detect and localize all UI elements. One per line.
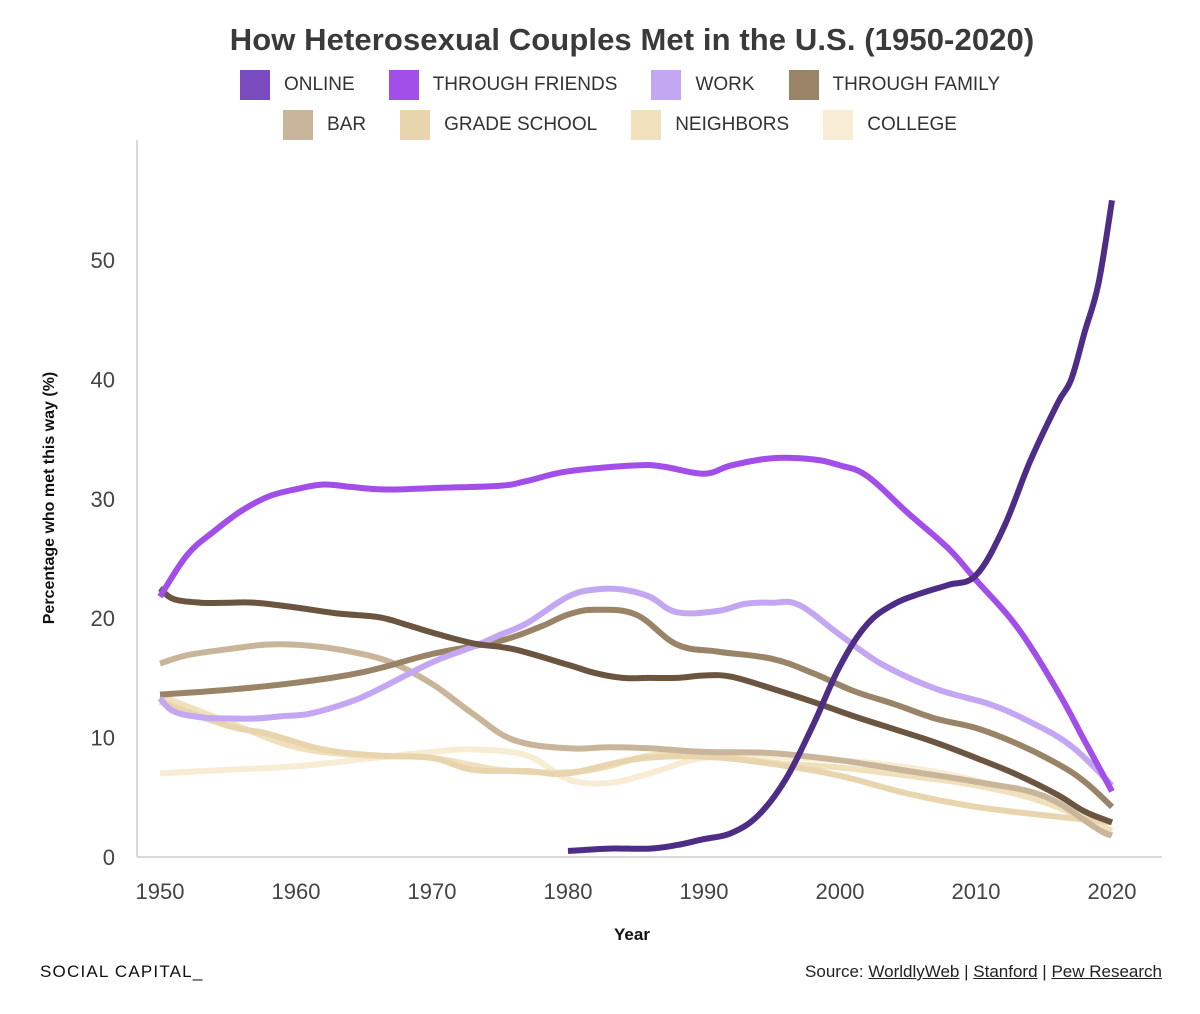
y-tick-label: 0 bbox=[103, 845, 115, 870]
x-tick-label: 1980 bbox=[544, 879, 593, 904]
source-link-stanford[interactable]: Stanford bbox=[973, 962, 1038, 981]
legend-label: ONLINE bbox=[283, 74, 355, 95]
brand-logo-text: SOCIAL CAPITAL_ bbox=[40, 962, 204, 981]
legend-item-grade-school: GRADE SCHOOL bbox=[400, 110, 597, 140]
series-line-bar bbox=[159, 641, 1114, 839]
legend-item-work: WORK bbox=[651, 70, 755, 100]
series-line-grade-school bbox=[159, 698, 1113, 826]
legend-item-through-friends: THROUGH FRIENDS bbox=[388, 70, 618, 100]
series-line-through-friends bbox=[157, 454, 1115, 793]
y-axis-label: Percentage who met this way (%) bbox=[41, 372, 58, 625]
legend-swatch bbox=[283, 110, 314, 140]
y-tick-label: 40 bbox=[91, 367, 115, 392]
legend-item-online: ONLINE bbox=[239, 70, 355, 100]
x-tick-label: 1990 bbox=[680, 879, 729, 904]
source-separator: | bbox=[1042, 962, 1047, 981]
legend-row-1: ONLINE THROUGH FRIENDS WORK THROUGH FAMILY bbox=[0, 70, 1200, 100]
series-line-work bbox=[157, 585, 1115, 788]
x-tick-label: 2010 bbox=[952, 879, 1001, 904]
legend-swatch bbox=[631, 110, 662, 140]
legend-swatch bbox=[239, 70, 270, 100]
series-line-online bbox=[567, 199, 1115, 854]
legend-label: THROUGH FAMILY bbox=[832, 74, 1001, 95]
series-line-through-family-dark bbox=[157, 586, 1114, 826]
x-axis-label: Year bbox=[614, 925, 650, 944]
chart-title: How Heterosexual Couples Met in the U.S.… bbox=[229, 22, 1035, 57]
source-link-pew-research[interactable]: Pew Research bbox=[1051, 962, 1162, 981]
legend-swatch bbox=[788, 70, 819, 100]
source-credits: Source: WorldlyWeb | Stanford | Pew Rese… bbox=[805, 962, 1162, 982]
source-separator: | bbox=[964, 962, 969, 981]
legend-item-neighbors: NEIGHBORS bbox=[631, 110, 789, 140]
source-link-worldlyweb[interactable]: WorldlyWeb bbox=[868, 962, 960, 981]
legend-label: BAR bbox=[327, 114, 367, 135]
legend-item-bar: BAR bbox=[283, 110, 366, 140]
legend-swatch bbox=[388, 70, 419, 100]
y-tick-label: 50 bbox=[91, 248, 115, 273]
x-tick-label: 2020 bbox=[1088, 879, 1137, 904]
y-tick-label: 30 bbox=[91, 487, 115, 512]
legend-item-through-family: THROUGH FAMILY bbox=[788, 70, 1001, 100]
series-line-college bbox=[159, 746, 1114, 834]
legend-label: NEIGHBORS bbox=[675, 114, 790, 135]
y-tick-label: 10 bbox=[91, 726, 115, 751]
legend-swatch bbox=[823, 110, 854, 140]
legend-label: THROUGH FRIENDS bbox=[432, 74, 618, 95]
legend-item-college: COLLEGE bbox=[823, 110, 957, 140]
series-line-through-family bbox=[159, 606, 1115, 810]
legend-swatch bbox=[400, 110, 431, 140]
legend-label: GRADE SCHOOL bbox=[444, 114, 598, 135]
x-tick-label: 1950 bbox=[136, 879, 185, 904]
legend-swatch bbox=[651, 70, 682, 100]
x-tick-label: 1970 bbox=[408, 879, 457, 904]
legend-label: COLLEGE bbox=[867, 114, 957, 135]
x-tick-label: 2000 bbox=[816, 879, 865, 904]
legend-row-2: BAR GRADE SCHOOL NEIGHBORS COLLEGE bbox=[0, 110, 1200, 140]
source-prefix: Source: bbox=[805, 962, 864, 981]
y-tick-label: 20 bbox=[91, 606, 115, 631]
x-tick-label: 1960 bbox=[272, 879, 321, 904]
legend-label: WORK bbox=[695, 74, 755, 95]
